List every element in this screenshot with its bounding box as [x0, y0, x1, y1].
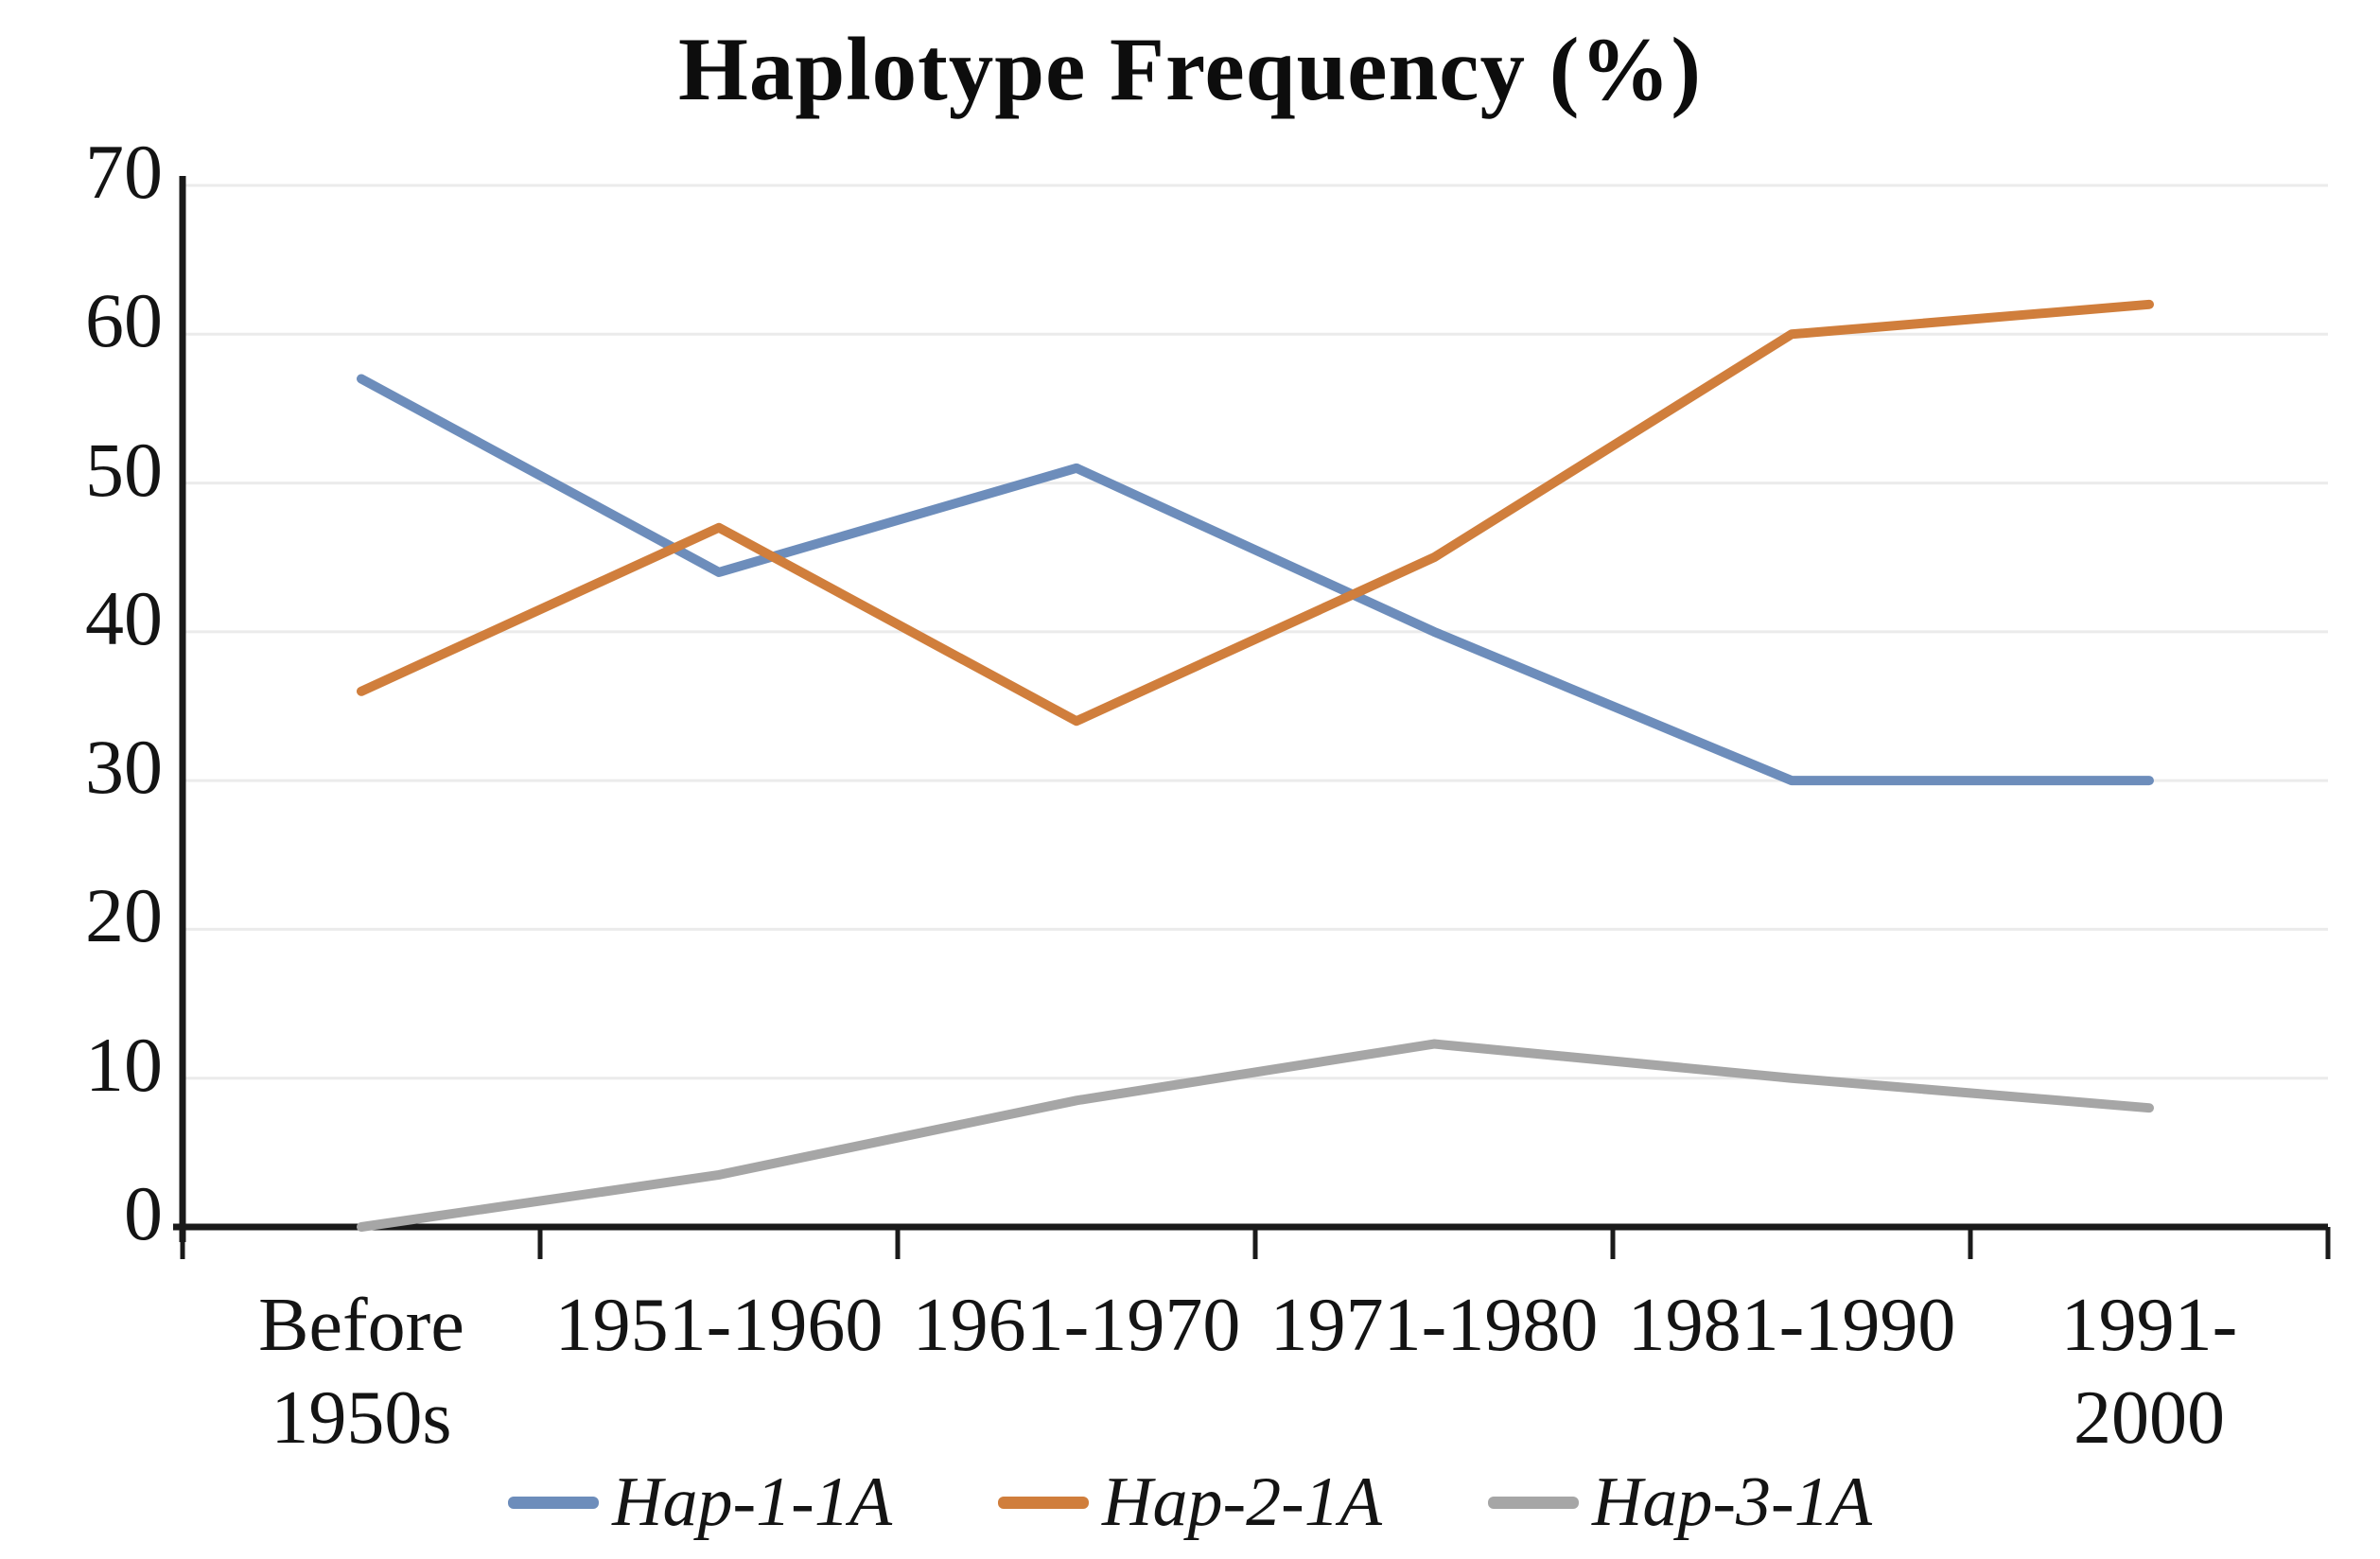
y-tick-label: 20 — [85, 872, 163, 959]
x-tick-label: 1951-1960 — [554, 1284, 884, 1367]
legend-item-hap-2-1a: Hap-2-1A — [998, 1464, 1382, 1540]
legend-item-hap-1-1a: Hap-1-1A — [508, 1464, 892, 1540]
legend-label: Hap-2-1A — [1102, 1463, 1382, 1541]
chart-title: Haplotype Frequency (%) — [677, 19, 1702, 119]
legend-line-swatch — [998, 1496, 1090, 1509]
x-tick-label: 1961-1970 — [912, 1284, 1241, 1367]
legend-label: Hap-1-1A — [612, 1463, 893, 1541]
legend-label: Hap-3-1A — [1591, 1463, 1872, 1541]
legend-line-swatch — [508, 1496, 600, 1509]
series-line-hap-2-1a — [357, 299, 2154, 727]
x-tick-label: 1971-1980 — [1269, 1284, 1599, 1367]
series-line-hap-3-1a — [357, 1039, 2154, 1232]
series-line-hap-1-1a — [357, 374, 2154, 786]
x-tick-label: 1991-2000 — [2060, 1284, 2238, 1460]
y-tick-label: 10 — [85, 1021, 163, 1108]
chart-legend: Hap-1-1A Hap-2-1A Hap-3-1A — [0, 1464, 2380, 1540]
y-tick-label: 50 — [85, 426, 163, 513]
y-tick-label: 40 — [85, 574, 163, 661]
y-tick-label: 70 — [85, 129, 163, 215]
x-tick-label: Before 1950s — [258, 1284, 464, 1460]
y-tick-label: 30 — [85, 724, 163, 811]
y-tick-label: 0 — [124, 1170, 163, 1256]
y-tick-label: 60 — [85, 277, 163, 364]
legend-line-swatch — [1487, 1496, 1579, 1509]
x-tick-label: 1981-1990 — [1627, 1284, 1956, 1367]
legend-item-hap-3-1a: Hap-3-1A — [1487, 1463, 1872, 1541]
